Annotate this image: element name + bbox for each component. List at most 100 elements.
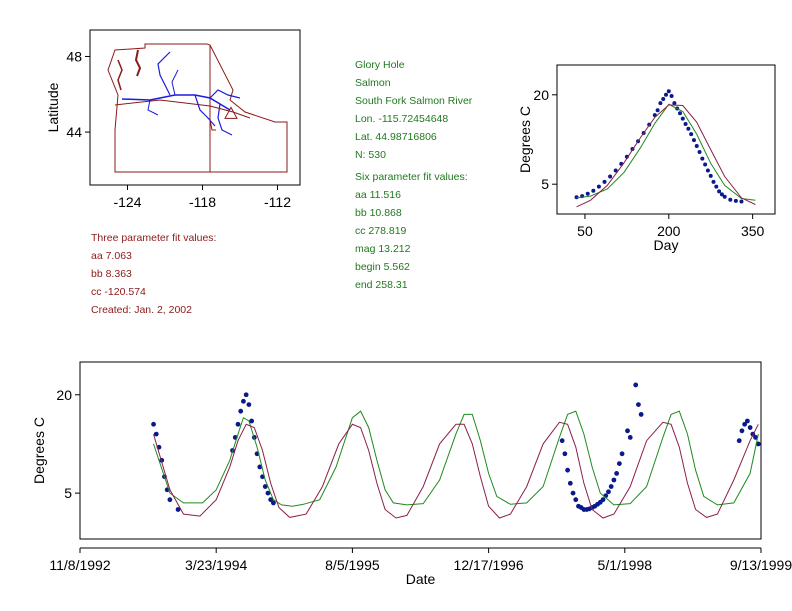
time-series-y-axis-label: Degrees C [31, 417, 47, 484]
site-lat: Lat. 44.98716806 [355, 131, 437, 143]
day-chart-x-tick-label: 350 [741, 223, 765, 239]
day-chart-observed-point [613, 168, 618, 173]
six-param-end: end 258.31 [355, 279, 408, 291]
time-series-y-tick-label: 20 [56, 387, 72, 403]
six-param-begin: begin 5.562 [355, 261, 410, 273]
time-series-observed-point [638, 412, 644, 417]
time-series-observed-point [744, 418, 750, 424]
map-plot-frame [89, 29, 301, 186]
time-series-observed-point [562, 451, 568, 457]
day-chart-observed-point [739, 199, 744, 204]
time-series-x-axis-label: Date [406, 571, 436, 587]
site-species: Salmon [355, 77, 391, 89]
time-series-observed-point [238, 408, 244, 414]
state-border-outline [107, 43, 288, 173]
state-boundary-line [209, 119, 216, 131]
time-series-x-tick-label: 9/13/1999 [730, 557, 792, 573]
time-series-observed-point [627, 434, 633, 440]
time-series-observed-point [611, 477, 617, 483]
day-chart-y-axis-label: Degrees C [517, 106, 533, 173]
day-chart-observed-point [733, 198, 738, 203]
tributary [171, 69, 179, 96]
time-series-observed-point [257, 464, 263, 470]
six-param-mag: mag 13.212 [355, 243, 411, 255]
site-n: N: 530 [355, 149, 386, 161]
time-series-observed-point [235, 421, 241, 427]
time-series-observed-point [262, 484, 268, 489]
created-date: Created: Jan. 2, 2002 [91, 304, 192, 316]
map-layer [107, 43, 288, 173]
six-param-cc: cc 278.819 [355, 225, 407, 237]
day-chart-observed-point [661, 96, 666, 101]
day-chart-x-tick-label: 50 [577, 223, 593, 239]
time-series-observed-point [151, 421, 156, 427]
day-chart-observed-point [691, 138, 696, 143]
snake-river [209, 89, 241, 99]
map-y-tick-label: 44 [66, 124, 82, 140]
day-chart-observed-point [655, 108, 660, 113]
three-param-aa: aa 7.063 [91, 250, 132, 262]
site-river: South Fork Salmon River [355, 95, 473, 107]
day-chart-observed-point [608, 174, 613, 179]
day-chart-observed-point [689, 132, 694, 137]
time-series-observed-point [246, 402, 252, 408]
time-series-observed-point [268, 497, 274, 503]
day-chart-observed-point [694, 144, 699, 149]
three-param-title: Three parameter fit values: [91, 232, 217, 244]
time-series-observed-point [167, 497, 173, 503]
day-chart-observed-point [591, 188, 596, 193]
day-chart-observed-point [705, 168, 710, 173]
site-info-panel: Glory Hole Salmon South Fork Salmon Rive… [355, 56, 472, 294]
time-series-observed-point [570, 490, 576, 496]
time-series-three-parameter-fit-line [153, 421, 759, 519]
day-chart-observed-point [677, 111, 682, 116]
map-y-tick-label: 48 [66, 48, 82, 64]
day-chart-plot-frame [556, 64, 776, 215]
time-series-observed-point [625, 428, 630, 434]
time-series-observed-point [241, 398, 246, 404]
salmon-river [217, 103, 233, 136]
day-chart-y-tick-label: 5 [541, 176, 549, 192]
three-param-bb: bb 8.363 [91, 268, 132, 280]
time-series-observed-point [614, 471, 620, 476]
time-series-observed-point [175, 507, 181, 512]
day-chart-x-axis-label: Day [654, 237, 679, 253]
day-chart-six-parameter-fit-line [576, 103, 756, 201]
day-chart-observed-point [574, 195, 579, 200]
day-chart-observed-point [683, 122, 688, 127]
day-chart-observed-point [596, 184, 601, 189]
time-series-plot-frame [79, 361, 762, 540]
time-series-observed-point [742, 421, 748, 427]
time-series-observed-point [619, 451, 625, 457]
day-chart-observed-point [585, 191, 590, 196]
three-param-panel: Three parameter fit values: aa 7.063 bb … [91, 229, 216, 319]
state-boundary-line [114, 99, 251, 119]
time-series-observed-point [739, 428, 745, 434]
day-chart-observed-point [717, 189, 722, 194]
map-x-tick-label: -112 [264, 194, 291, 210]
map-y-axis-label: Latitude [45, 82, 61, 132]
site-marker-triangle [224, 106, 238, 119]
time-series-observed-point [600, 497, 606, 503]
day-chart-observed-point [697, 150, 702, 155]
columbia-upper-river [157, 51, 171, 96]
day-chart-observed-point [672, 101, 677, 106]
time-series-observed-point [559, 438, 565, 444]
time-series-y-tick-label: 5 [64, 485, 72, 501]
time-series-observed-point [265, 490, 271, 496]
time-series-observed-point [633, 382, 639, 388]
time-series-x-tick-label: 11/8/1992 [49, 557, 110, 573]
day-chart-observed-point [700, 156, 705, 161]
day-chart-observed-point [714, 184, 719, 189]
day-chart-observed-point [686, 126, 691, 131]
day-chart-observed-point [703, 162, 708, 167]
site-lon: Lon. -115.72454648 [355, 113, 449, 125]
six-param-title: Six parameter fit values: [355, 171, 468, 183]
time-series-observed-point [608, 484, 614, 489]
day-chart-three-parameter-fit-line [576, 104, 756, 208]
time-series-observed-point [573, 497, 579, 503]
time-series-x-tick-label: 5/1/1998 [598, 557, 653, 573]
day-chart-observed-point [602, 179, 607, 184]
time-series-six-parameter-fit-line [153, 410, 759, 507]
time-series-observed-point [567, 480, 573, 486]
